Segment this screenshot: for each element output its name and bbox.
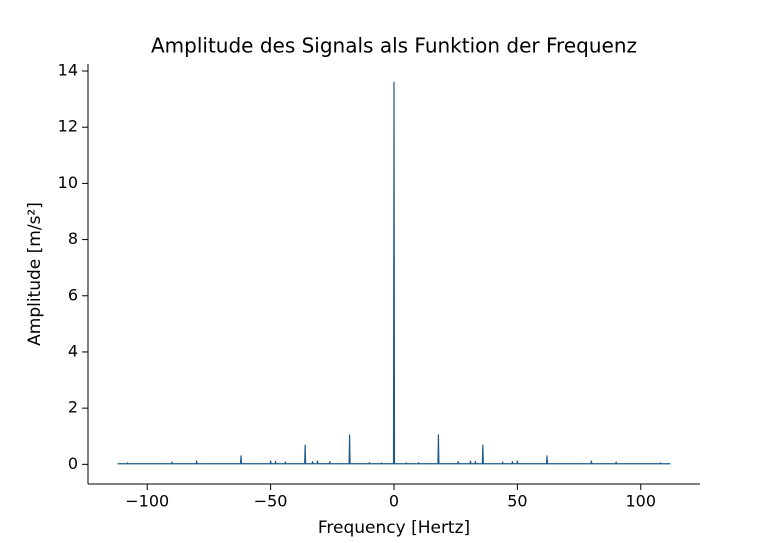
y-axis-label: Amplitude [m/s²] [25,202,45,346]
x-axis-label: Frequency [Hertz] [318,518,470,538]
y-tick-label: 6 [68,285,78,304]
x-tick-label: 50 [507,492,527,511]
y-tick-label: 12 [58,117,78,136]
x-tick-label: −100 [125,492,169,511]
x-tick-label: 0 [389,492,399,511]
y-tick-label: 2 [68,398,78,417]
y-tick-label: 10 [58,173,78,192]
signal-line [117,81,671,465]
x-tick-label: 100 [626,492,657,511]
y-tick-label: 4 [68,341,78,360]
y-tick-label: 0 [68,454,78,473]
x-tick-label: −50 [254,492,288,511]
chart-title: Amplitude des Signals als Funktion der F… [151,34,637,58]
y-tick-label: 8 [68,229,78,248]
y-tick-label: 14 [58,61,78,80]
